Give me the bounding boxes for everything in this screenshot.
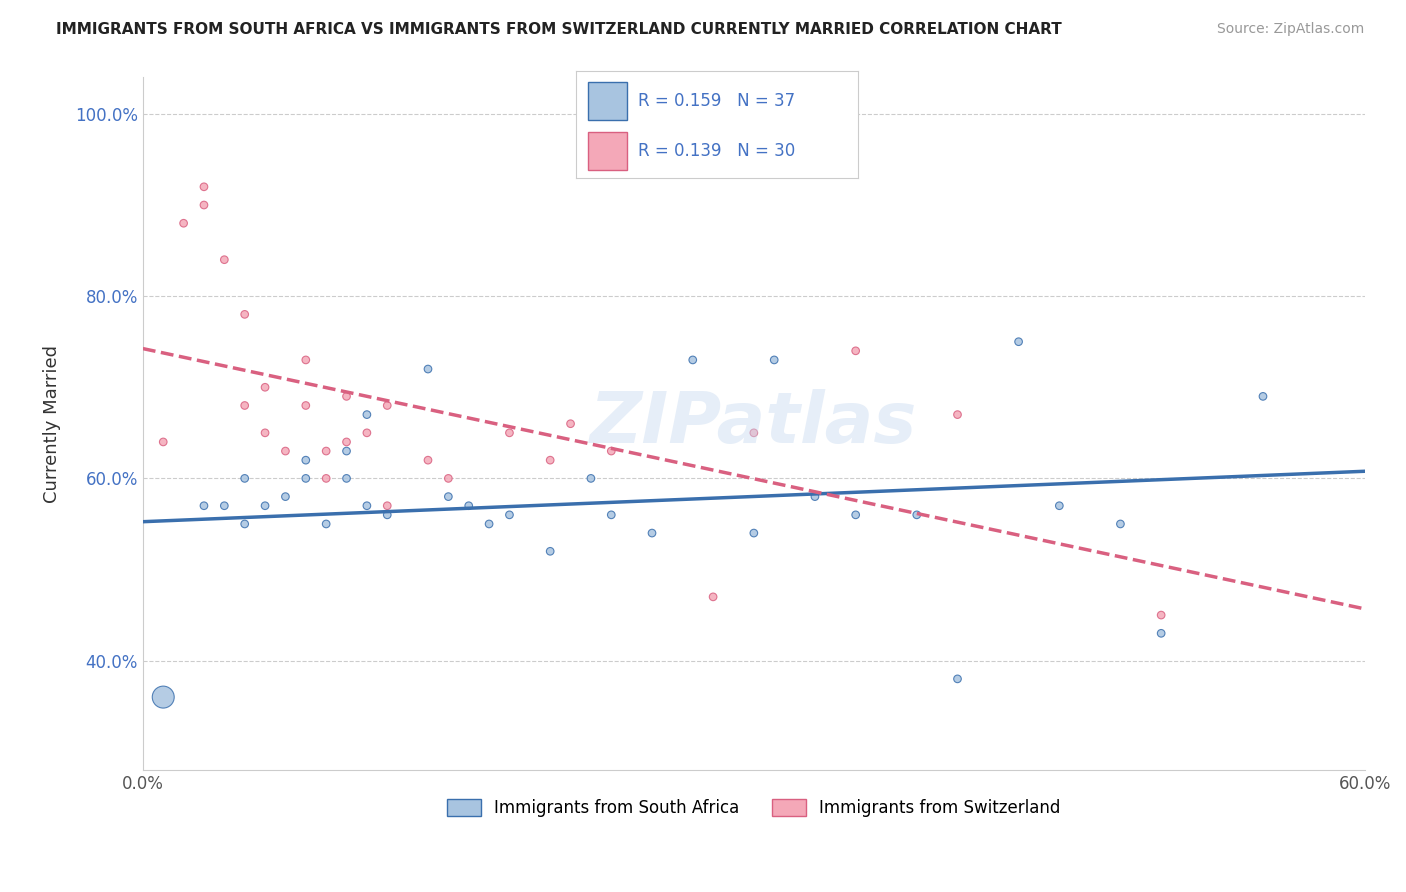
Point — [193, 198, 215, 212]
Point — [254, 499, 277, 513]
Point — [416, 453, 439, 467]
Point — [1251, 389, 1274, 403]
Point — [702, 590, 724, 604]
Point — [214, 252, 236, 267]
FancyBboxPatch shape — [588, 132, 627, 169]
Point — [845, 508, 868, 522]
Point — [600, 444, 623, 458]
Point — [173, 772, 195, 786]
Text: R = 0.139   N = 30: R = 0.139 N = 30 — [638, 142, 796, 160]
Point — [335, 444, 357, 458]
Point — [315, 516, 337, 531]
Point — [375, 508, 398, 522]
Point — [600, 508, 623, 522]
Point — [356, 499, 378, 513]
Text: ZIPatlas: ZIPatlas — [591, 389, 918, 458]
Point — [905, 508, 928, 522]
Point — [538, 544, 561, 558]
Point — [356, 425, 378, 440]
Point — [946, 408, 969, 422]
Point — [274, 444, 297, 458]
Point — [641, 526, 664, 541]
Point — [478, 516, 501, 531]
Point — [233, 516, 256, 531]
Point — [416, 362, 439, 376]
Point — [335, 471, 357, 485]
Point — [498, 425, 520, 440]
Point — [560, 417, 582, 431]
Point — [1047, 499, 1070, 513]
Point — [845, 343, 868, 358]
Point — [457, 499, 479, 513]
Point — [946, 672, 969, 686]
Point — [1150, 626, 1173, 640]
Point — [1150, 608, 1173, 623]
Point — [152, 434, 174, 449]
Point — [375, 399, 398, 413]
Point — [375, 499, 398, 513]
Point — [173, 216, 195, 230]
Point — [335, 389, 357, 403]
Point — [214, 499, 236, 513]
Point — [742, 425, 765, 440]
Point — [294, 353, 316, 368]
Point — [315, 444, 337, 458]
Point — [294, 399, 316, 413]
Point — [193, 179, 215, 194]
Point — [682, 353, 704, 368]
Text: R = 0.159   N = 37: R = 0.159 N = 37 — [638, 92, 796, 110]
Point — [763, 353, 786, 368]
Text: IMMIGRANTS FROM SOUTH AFRICA VS IMMIGRANTS FROM SWITZERLAND CURRENTLY MARRIED CO: IMMIGRANTS FROM SOUTH AFRICA VS IMMIGRAN… — [56, 22, 1062, 37]
Point — [315, 471, 337, 485]
Point — [233, 307, 256, 321]
Point — [742, 526, 765, 541]
Point — [274, 490, 297, 504]
Point — [538, 453, 561, 467]
Point — [1109, 516, 1132, 531]
Y-axis label: Currently Married: Currently Married — [44, 344, 60, 503]
Point — [193, 499, 215, 513]
Point — [335, 434, 357, 449]
Point — [233, 399, 256, 413]
Legend: Immigrants from South Africa, Immigrants from Switzerland: Immigrants from South Africa, Immigrants… — [440, 792, 1067, 824]
Point — [152, 690, 174, 704]
Point — [437, 490, 460, 504]
Point — [294, 471, 316, 485]
Point — [579, 471, 602, 485]
Point — [254, 425, 277, 440]
Point — [804, 490, 827, 504]
Point — [356, 408, 378, 422]
Point — [254, 380, 277, 394]
Point — [233, 471, 256, 485]
Point — [1007, 334, 1029, 349]
Point — [294, 453, 316, 467]
Text: Source: ZipAtlas.com: Source: ZipAtlas.com — [1216, 22, 1364, 37]
FancyBboxPatch shape — [588, 82, 627, 120]
Point — [498, 508, 520, 522]
Point — [437, 471, 460, 485]
